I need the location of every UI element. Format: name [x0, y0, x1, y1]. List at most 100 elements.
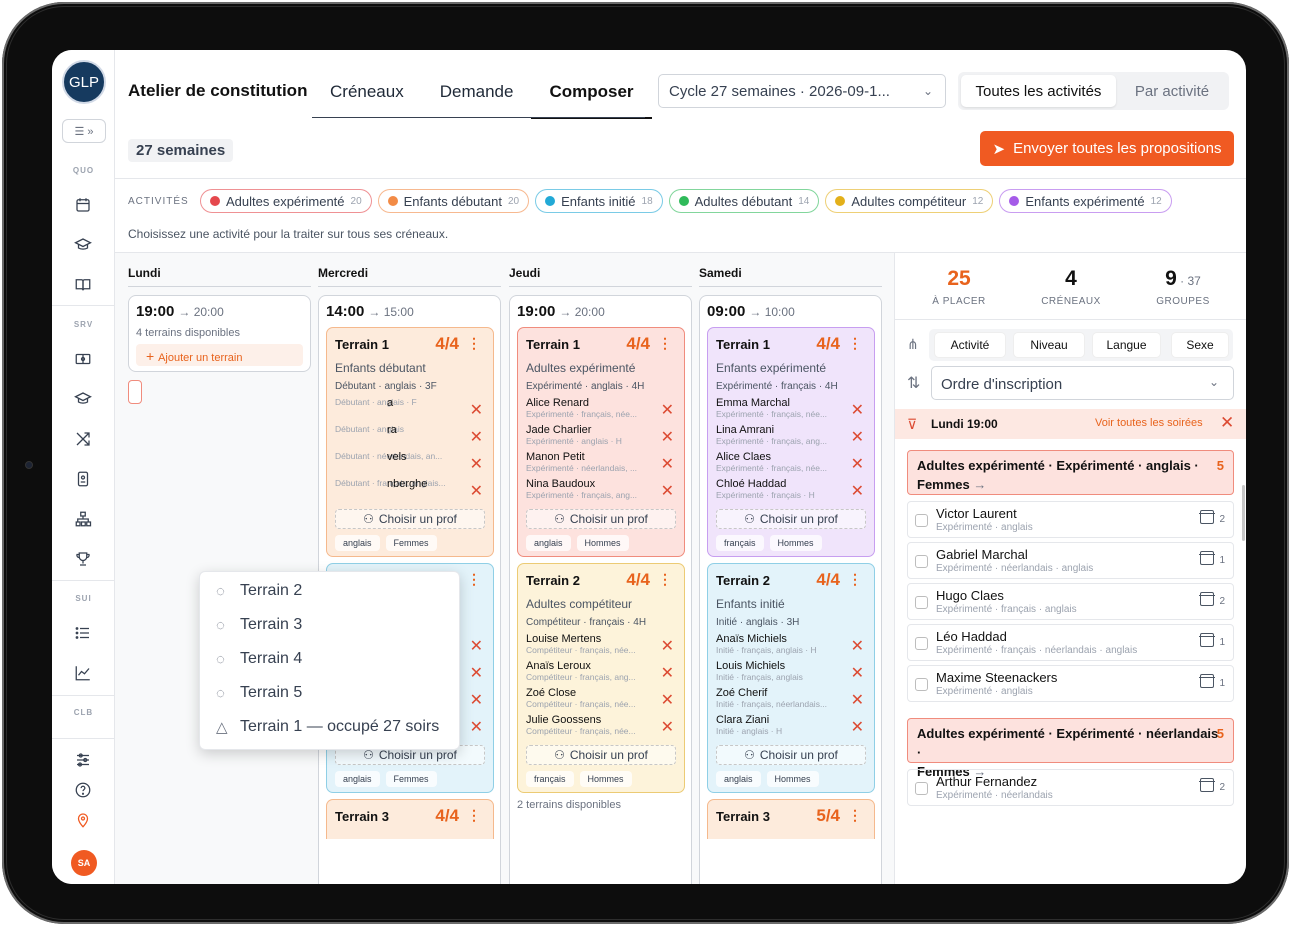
- student-row[interactable]: Jade Charlier Expérimenté · anglais · H ✕: [526, 424, 674, 446]
- location-pin-icon[interactable]: [71, 808, 95, 832]
- remove-icon[interactable]: ✕: [469, 719, 483, 736]
- remove-icon[interactable]: ✕: [660, 719, 674, 736]
- student-row[interactable]: Louis Michiels Initié · français, anglais…: [716, 660, 864, 682]
- person-row[interactable]: Hugo Claes Expérimenté · français · angla…: [907, 583, 1234, 620]
- kebab-menu-icon[interactable]: ⋮: [848, 807, 862, 823]
- choose-teacher-button[interactable]: ⚇ Choisir un prof: [716, 745, 866, 765]
- toggle-by-activity[interactable]: Par activité: [1134, 82, 1210, 100]
- court-card[interactable]: Terrain 1 4/4 ⋮ Enfants débutant Débutant · …: [326, 327, 494, 557]
- person-checkbox[interactable]: [915, 596, 928, 609]
- remove-icon[interactable]: ✕: [850, 665, 864, 682]
- trophy-icon[interactable]: [71, 547, 95, 571]
- court-card[interactable]: Terrain 2 4/4 ⋮ Adultes compétiteur Compétit…: [517, 563, 685, 793]
- kebab-menu-icon[interactable]: ⋮: [658, 571, 672, 587]
- student-row[interactable]: Manon Petit Expérimenté · néerlandais, ..…: [526, 451, 674, 473]
- student-row[interactable]: Nina Baudoux Expérimenté · français, ang.…: [526, 478, 674, 500]
- student-row[interactable]: Julie Goossens Compétiteur · français, né…: [526, 714, 674, 736]
- remove-icon[interactable]: ✕: [850, 483, 864, 500]
- remove-icon[interactable]: ✕: [660, 692, 674, 709]
- list-icon[interactable]: [71, 621, 95, 645]
- student-row[interactable]: Chloé Haddad Expérimenté · français · H ✕: [716, 478, 864, 500]
- person-row[interactable]: Gabriel Marchal Expérimenté · néerlandais…: [907, 542, 1234, 579]
- remove-icon[interactable]: ✕: [469, 692, 483, 709]
- book-icon[interactable]: [71, 273, 95, 297]
- remove-icon[interactable]: ✕: [469, 402, 483, 419]
- filter-sexe[interactable]: Sexe: [1172, 333, 1228, 357]
- dropdown-item[interactable]: ◌ Terrain 4: [216, 650, 302, 668]
- person-checkbox[interactable]: [915, 637, 928, 650]
- student-row[interactable]: Débutant · anglais ✕: [335, 424, 483, 446]
- remove-icon[interactable]: ✕: [469, 456, 483, 473]
- activity-chip[interactable]: Enfants initié 18: [535, 189, 663, 213]
- student-row[interactable]: Alice Renard Expérimenté · français, née.…: [526, 397, 674, 419]
- remove-icon[interactable]: ✕: [469, 665, 483, 682]
- group-header[interactable]: Adultes expérimenté · Expérimenté · néer…: [907, 718, 1234, 779]
- court-card[interactable]: Terrain 3 5/4 ⋮: [707, 799, 875, 839]
- remove-icon[interactable]: ✕: [850, 429, 864, 446]
- filter-niveau[interactable]: Niveau: [1014, 333, 1084, 357]
- group-header[interactable]: Adultes expérimenté · Expérimenté · angl…: [907, 450, 1234, 495]
- hierarchy-icon[interactable]: [71, 507, 95, 531]
- badge-icon[interactable]: [71, 467, 95, 491]
- remove-icon[interactable]: ✕: [850, 692, 864, 709]
- remove-icon[interactable]: ✕: [469, 483, 483, 500]
- tab-demande[interactable]: Demande: [439, 82, 514, 101]
- person-checkbox[interactable]: [915, 555, 928, 568]
- sidebar-toggle-button[interactable]: ☰ »: [62, 119, 106, 143]
- student-row[interactable]: Lina Amrani Expérimenté · français, ang..…: [716, 424, 864, 446]
- choose-teacher-button[interactable]: ⚇ Choisir un prof: [335, 509, 485, 529]
- kebab-menu-icon[interactable]: ⋮: [467, 335, 481, 351]
- activity-chip[interactable]: Adultes expérimenté 20: [200, 189, 372, 213]
- kebab-menu-icon[interactable]: ⋮: [848, 335, 862, 351]
- court-icon[interactable]: [71, 347, 95, 371]
- court-card[interactable]: Terrain 2 4/4 ⋮ Enfants initié Initié · angl…: [707, 563, 875, 793]
- court-card[interactable]: Terrain 1 4/4 ⋮ Adultes expérimenté Expérime…: [517, 327, 685, 557]
- activity-chip[interactable]: Adultes débutant 14: [668, 189, 820, 213]
- dropdown-item[interactable]: ◌ Terrain 2: [216, 582, 302, 600]
- dropdown-item[interactable]: △ Terrain 1 — occupé 27 soirs: [216, 718, 439, 736]
- person-row[interactable]: Maxime Steenackers Expérimenté · anglais 1: [907, 665, 1234, 702]
- kebab-menu-icon[interactable]: ⋮: [467, 807, 481, 823]
- kebab-menu-icon[interactable]: ⋮: [658, 335, 672, 351]
- student-row[interactable]: Louise Mertens Compétiteur · français, né…: [526, 633, 674, 655]
- remove-icon[interactable]: ✕: [660, 665, 674, 682]
- dropdown-item[interactable]: ◌ Terrain 3: [216, 616, 302, 634]
- remove-icon[interactable]: ✕: [469, 429, 483, 446]
- student-row[interactable]: Anaïs Leroux Compétiteur · français, ang.…: [526, 660, 674, 682]
- student-row[interactable]: Clara Ziani Initié · anglais · H ✕: [716, 714, 864, 736]
- close-icon[interactable]: ✕: [1220, 413, 1235, 432]
- person-row[interactable]: Victor Laurent Expérimenté · anglais 2: [907, 501, 1234, 538]
- help-icon[interactable]: [71, 778, 95, 802]
- student-row[interactable]: Débutant · néerlandais, an... ✕: [335, 451, 483, 473]
- person-checkbox[interactable]: [915, 782, 928, 795]
- remove-icon[interactable]: ✕: [850, 402, 864, 419]
- remove-icon[interactable]: ✕: [469, 638, 483, 655]
- choose-teacher-button[interactable]: ⚇ Choisir un prof: [526, 509, 676, 529]
- activity-chip[interactable]: Enfants débutant 20: [377, 189, 530, 213]
- scrollbar[interactable]: [1242, 485, 1245, 541]
- student-row[interactable]: Débutant · français, anglais... ✕: [335, 478, 483, 500]
- court-card[interactable]: Terrain 3 4/4 ⋮: [326, 799, 494, 839]
- remove-icon[interactable]: ✕: [660, 456, 674, 473]
- remove-icon[interactable]: ✕: [660, 429, 674, 446]
- student-row[interactable]: Emma Marchal Expérimenté · français, née.…: [716, 397, 864, 419]
- court-card[interactable]: Terrain 1 4/4 ⋮ Enfants expérimenté Expérime…: [707, 327, 875, 557]
- filter-langue[interactable]: Langue: [1093, 333, 1160, 357]
- student-row[interactable]: Débutant · anglais · F ✕: [335, 397, 483, 419]
- filter-activite[interactable]: Activité: [935, 333, 1005, 357]
- kebab-menu-icon[interactable]: ⋮: [467, 571, 481, 587]
- person-row[interactable]: Arthur Fernandez Expérimenté · néerlandai…: [907, 769, 1234, 806]
- graduation-cap-icon[interactable]: [71, 387, 95, 411]
- dropdown-item[interactable]: ◌ Terrain 5: [216, 684, 302, 702]
- student-row[interactable]: Anaïs Michiels Initié · français, anglais…: [716, 633, 864, 655]
- calendar-icon[interactable]: [71, 193, 95, 217]
- tab-composer[interactable]: Composer: [531, 72, 652, 119]
- remove-icon[interactable]: ✕: [850, 638, 864, 655]
- cycle-select[interactable]: Cycle 27 semaines · 2026-09-1... ⌄: [658, 74, 946, 108]
- graduation-cap-icon[interactable]: [71, 233, 95, 257]
- person-checkbox[interactable]: [915, 678, 928, 691]
- student-row[interactable]: Alice Claes Expérimenté · français, née..…: [716, 451, 864, 473]
- person-checkbox[interactable]: [915, 514, 928, 527]
- sliders-icon[interactable]: [71, 748, 95, 772]
- tab-creneaux[interactable]: Créneaux: [330, 82, 404, 101]
